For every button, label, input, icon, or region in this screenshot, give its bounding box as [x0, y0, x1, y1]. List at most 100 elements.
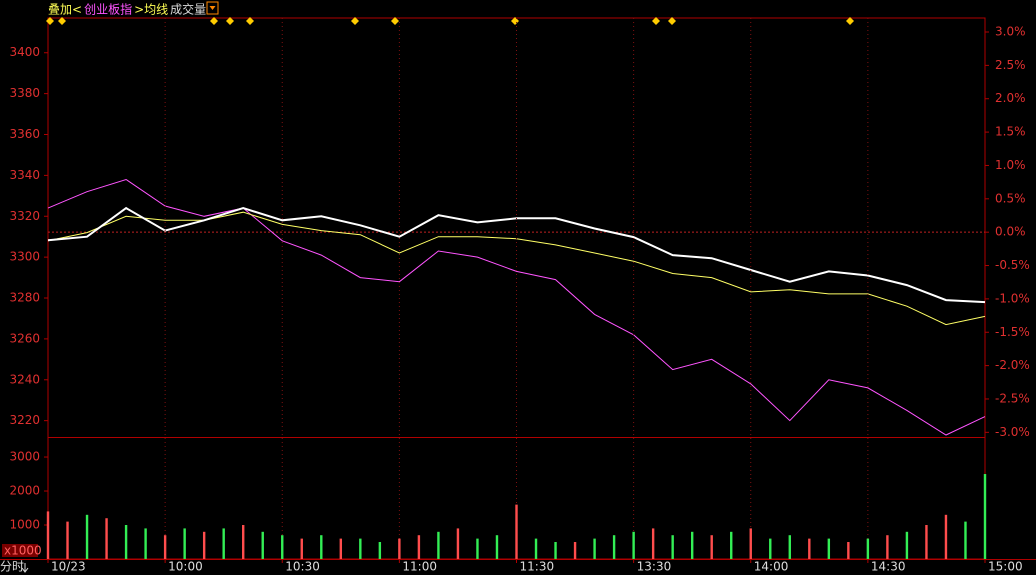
volume-bar [46, 511, 50, 559]
dropdown[interactable] [206, 1, 219, 15]
volume-bar [222, 528, 225, 559]
y2-tick-label: -2.0% [995, 358, 1030, 372]
x-tick-label: 11:30 [520, 560, 555, 574]
x-tick-label: 14:00 [754, 560, 789, 574]
event-marker [652, 17, 660, 25]
volume-bar [66, 521, 69, 559]
y-tick-label: 2000 [9, 484, 40, 498]
volume-bar [515, 504, 518, 559]
volume-bar [183, 528, 186, 559]
event-marker [46, 17, 54, 25]
volume-bar [671, 535, 674, 559]
volume-bar [710, 535, 713, 559]
volume-bar [417, 535, 421, 559]
y2-tick-label: 2.0% [995, 91, 1026, 105]
y-tick-label: 3000 [9, 450, 40, 464]
volume-bar [847, 542, 850, 559]
y2-tick-label: 1.0% [995, 158, 1026, 172]
volume-bar [476, 538, 479, 559]
volume-bar [827, 538, 831, 559]
volume-bar [85, 514, 89, 559]
event-marker [226, 17, 234, 25]
event-marker [846, 17, 854, 25]
volume-bar [495, 535, 499, 559]
event-marker [351, 17, 359, 25]
volume-bar [320, 535, 323, 559]
y-tick-label: 1000 [9, 518, 40, 532]
unit-box [2, 544, 38, 557]
event-marker [210, 17, 218, 25]
x-tick-label: 15:00 [988, 560, 1023, 574]
x-tick-label: 11:00 [402, 560, 437, 574]
header-item: 叠加< [48, 3, 82, 17]
y-tick-label: 3260 [9, 331, 40, 345]
x-tick-label: 10/23 [51, 560, 86, 574]
event-marker [246, 17, 254, 25]
volume-bar [261, 531, 264, 559]
volume-bar [573, 542, 577, 559]
y-tick-label: 3340 [9, 168, 40, 182]
header-item: >均线 [134, 3, 168, 17]
event-marker [668, 17, 676, 25]
x-tick-label: 13:30 [637, 560, 672, 574]
y-tick-label: 3400 [9, 45, 40, 59]
volume-bar [632, 531, 635, 559]
mode-arrow [21, 563, 29, 573]
volume-bar [242, 525, 245, 559]
y2-tick-label: -0.5% [995, 258, 1030, 272]
y2-tick-label: 2.5% [995, 58, 1026, 72]
event-marker [58, 17, 66, 25]
y2-tick-label: -1.5% [995, 325, 1030, 339]
volume-bar [593, 538, 596, 559]
volume-bar [456, 528, 460, 559]
volume-bar [105, 518, 108, 559]
volume-bar [300, 538, 303, 559]
x-tick-label: 14:30 [871, 560, 906, 574]
volume-bar [651, 528, 655, 559]
volume-bar [925, 525, 928, 559]
volume-bar [944, 514, 948, 559]
volume-bar [983, 474, 987, 559]
y2-tick-label: -3.0% [995, 425, 1030, 439]
dropdown-arrow [209, 6, 216, 10]
volume-bar [281, 535, 284, 559]
event-marker [391, 17, 399, 25]
volume-bar [749, 528, 752, 559]
y2-tick-label: 0.5% [995, 191, 1026, 205]
y2-tick-label: 3.0% [995, 25, 1026, 39]
volume-bar [866, 538, 870, 559]
volume-bar [612, 535, 616, 559]
y-tick-label: 3320 [9, 209, 40, 223]
volume-bar [886, 535, 889, 559]
y2-tick-label: 1.5% [995, 125, 1026, 139]
volume-bar [554, 542, 557, 559]
volume-bar [769, 538, 772, 559]
volume-bar [202, 531, 206, 559]
volume-bar [359, 538, 362, 559]
unit-label: x1000 [4, 544, 42, 558]
volume-bar [808, 538, 811, 559]
series-line [47, 178, 986, 436]
volume-bar [144, 528, 147, 559]
y-tick-label: 3360 [9, 127, 40, 141]
y2-tick-label: -2.5% [995, 391, 1030, 405]
y-tick-label: 3300 [9, 250, 40, 264]
mode-label: 分时 [0, 560, 24, 574]
volume-bar [163, 535, 167, 559]
volume-bar [437, 531, 440, 559]
header-item: 成交量 [170, 2, 206, 17]
x-tick-label: 10:00 [168, 560, 203, 574]
volume-bar [534, 538, 538, 559]
y-tick-label: 3380 [9, 86, 40, 100]
y2-tick-label: -1.0% [995, 291, 1030, 305]
y-tick-label: 3280 [9, 291, 40, 305]
volume-bar [378, 542, 382, 559]
y2-tick-label: 0.0% [995, 225, 1026, 239]
volume-bar [398, 538, 401, 559]
x-tick-label: 10:30 [285, 560, 320, 574]
y-tick-label: 3240 [9, 372, 40, 386]
volume-bar [690, 531, 694, 559]
volume-bar [730, 531, 733, 559]
